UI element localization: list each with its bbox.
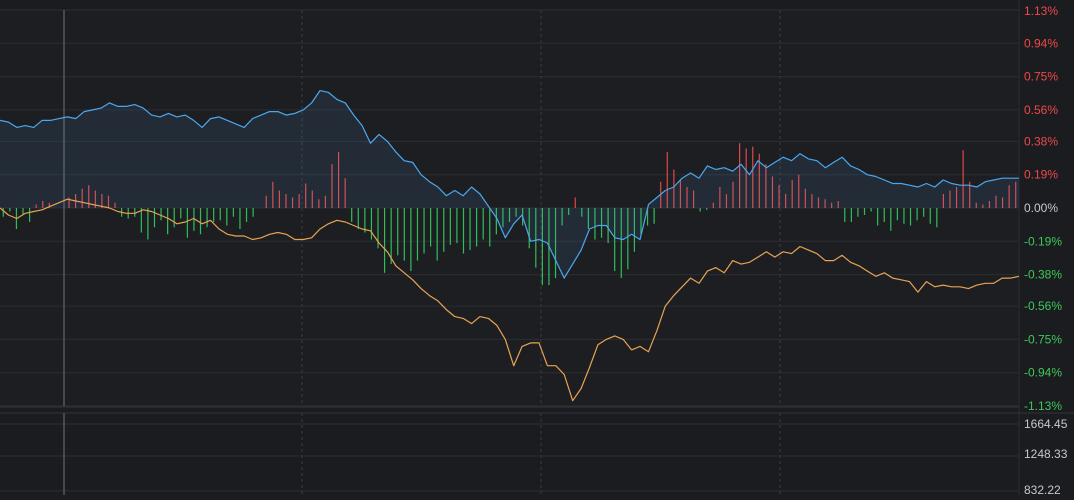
price-tick-label: -0.75% bbox=[1024, 332, 1062, 346]
price-tick-label: -0.38% bbox=[1024, 268, 1062, 282]
price-tick-label: -0.94% bbox=[1024, 366, 1062, 380]
price-tick-label: 0.38% bbox=[1024, 134, 1058, 148]
price-tick-label: -0.56% bbox=[1024, 299, 1062, 313]
price-tick-label: 0.19% bbox=[1024, 168, 1058, 182]
volume-tick-label: 832.22 bbox=[1024, 483, 1061, 495]
volume-tick-label: 1664.45 bbox=[1024, 417, 1068, 431]
change-bars bbox=[2, 143, 1017, 286]
series-area-1 bbox=[0, 90, 1019, 279]
volume-tick-label: 1248.33 bbox=[1024, 447, 1068, 461]
volume-axis-labels: 1664.45 1248.33 832.22 bbox=[1024, 417, 1068, 497]
series-line-1 bbox=[0, 90, 1019, 279]
price-tick-label: 0.75% bbox=[1024, 70, 1058, 84]
price-axis-labels: 1.13% 0.94% 0.75% 0.56% 0.38% 0.19% 0.00% -0.19… bbox=[1024, 4, 1062, 413]
price-tick-label: 0.00% bbox=[1024, 201, 1058, 215]
series-line-2 bbox=[0, 198, 1020, 402]
price-tick-label: -0.19% bbox=[1024, 234, 1062, 248]
price-tick-label: -1.13% bbox=[1024, 399, 1062, 413]
price-tick-label: 1.13% bbox=[1024, 4, 1058, 18]
price-tick-label: 0.94% bbox=[1024, 36, 1058, 50]
price-tick-label: 0.56% bbox=[1024, 103, 1058, 117]
